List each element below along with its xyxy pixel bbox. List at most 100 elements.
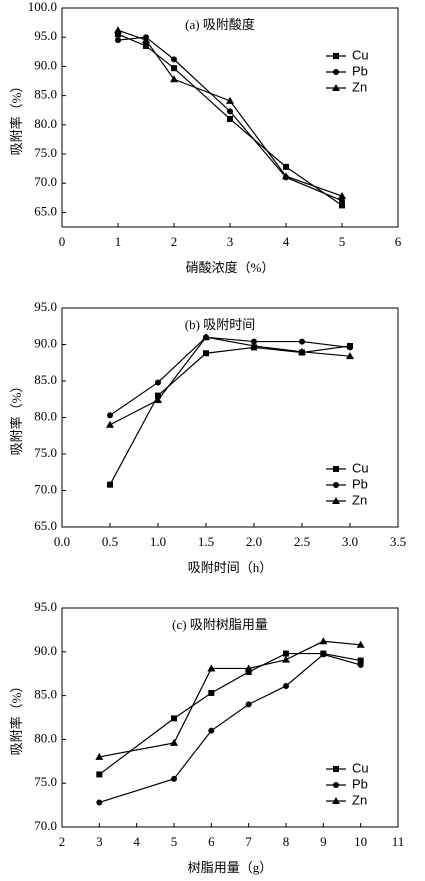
marker bbox=[155, 392, 161, 399]
y-tick-label: 85.0 bbox=[34, 372, 57, 387]
x-tick-label: 2 bbox=[59, 834, 66, 849]
x-tick-label: 0.0 bbox=[54, 534, 70, 549]
y-tick-label: 75.0 bbox=[34, 774, 57, 789]
series-line bbox=[99, 640, 361, 758]
marker bbox=[319, 637, 328, 645]
legend-label: Pb bbox=[352, 63, 368, 78]
marker bbox=[96, 799, 103, 806]
y-tick-label: 65.0 bbox=[34, 518, 57, 533]
marker bbox=[114, 26, 122, 34]
marker bbox=[96, 771, 103, 778]
y-tick-label: 90.0 bbox=[34, 335, 57, 350]
marker bbox=[95, 752, 104, 760]
x-tick-label: 11 bbox=[392, 834, 405, 849]
marker bbox=[298, 347, 306, 355]
y-tick-label: 95.0 bbox=[34, 28, 57, 43]
y-axis-label: 吸附率（%） bbox=[9, 680, 24, 756]
y-tick-label: 90.0 bbox=[34, 643, 57, 658]
marker bbox=[170, 75, 178, 83]
marker bbox=[171, 65, 177, 72]
x-axis-label: 树脂用量（g） bbox=[188, 860, 273, 875]
legend-label: Zn bbox=[352, 79, 367, 94]
marker bbox=[171, 775, 177, 782]
x-tick-label: 2.5 bbox=[294, 534, 310, 549]
marker bbox=[283, 682, 289, 689]
y-tick-label: 70.0 bbox=[34, 818, 57, 833]
x-axis-label: 吸附时间（h） bbox=[188, 560, 273, 575]
marker bbox=[299, 338, 305, 345]
x-tick-label: 5 bbox=[339, 234, 346, 249]
chart: 65.0 70.0 75.0 80.0 85.0 90.0 95.0 0.0 0.5 1.0 1.5… bbox=[9, 299, 406, 575]
marker bbox=[143, 42, 149, 49]
x-tick-label: 8 bbox=[283, 834, 290, 849]
legend-label: Zn bbox=[352, 792, 367, 807]
marker bbox=[347, 344, 353, 351]
marker bbox=[107, 481, 113, 488]
marker bbox=[244, 664, 253, 672]
series-line bbox=[117, 33, 343, 206]
marker bbox=[346, 352, 354, 360]
y-axis-label: 吸附率（%） bbox=[9, 80, 24, 156]
y-tick-label: 95.0 bbox=[34, 599, 57, 614]
y-tick-label: 90.0 bbox=[34, 57, 57, 72]
marker bbox=[357, 661, 364, 668]
marker bbox=[227, 115, 233, 122]
y-axis-label: 吸附率（%） bbox=[9, 380, 24, 456]
y-tick-label: 100.0 bbox=[28, 0, 57, 14]
marker bbox=[338, 192, 346, 200]
marker bbox=[245, 701, 252, 708]
legend-marker bbox=[333, 69, 339, 75]
marker bbox=[171, 56, 177, 63]
marker bbox=[170, 738, 178, 746]
marker bbox=[339, 202, 345, 209]
marker bbox=[207, 664, 216, 672]
x-tick-label: 2.0 bbox=[246, 534, 262, 549]
marker bbox=[106, 420, 114, 428]
legend-marker bbox=[333, 466, 339, 472]
marker bbox=[356, 640, 365, 648]
marker bbox=[282, 172, 290, 180]
marker bbox=[115, 31, 121, 38]
y-tick-label: 95.0 bbox=[34, 299, 57, 314]
marker bbox=[171, 715, 177, 722]
chart: 65.0 70.0 75.0 80.0 85.0 90.0 95.0 100.0 0 1 2 3 4 5 6… bbox=[9, 0, 402, 275]
legend-label: Cu bbox=[352, 47, 369, 62]
plot-frame bbox=[61, 607, 399, 828]
x-axis-label: 硝酸浓度（%） bbox=[186, 260, 275, 275]
x-tick-label: 3 bbox=[96, 834, 103, 849]
series-line bbox=[117, 29, 343, 197]
marker bbox=[282, 655, 290, 663]
marker bbox=[208, 727, 215, 734]
x-tick-label: 5 bbox=[171, 834, 178, 849]
legend-marker bbox=[332, 797, 340, 804]
y-tick-label: 85.0 bbox=[34, 687, 57, 702]
marker bbox=[320, 651, 327, 658]
legend-marker bbox=[333, 782, 339, 788]
marker bbox=[226, 96, 234, 104]
marker bbox=[202, 333, 210, 341]
x-tick-label: 4 bbox=[133, 834, 140, 849]
y-tick-label: 85.0 bbox=[34, 87, 57, 102]
series-line bbox=[98, 652, 361, 775]
marker bbox=[115, 37, 121, 44]
y-tick-label: 80.0 bbox=[34, 116, 57, 131]
marker bbox=[203, 350, 209, 357]
x-tick-label: 7 bbox=[245, 834, 252, 849]
chart: 70.0 75.0 80.0 85.0 90.0 95.0 2 3 4 5 6 7 8 9 10 11 (c) … bbox=[9, 599, 404, 875]
chart-title: (b) 吸附时间 bbox=[185, 317, 255, 332]
x-tick-label: 9 bbox=[320, 834, 327, 849]
chart-title: (c) 吸附树脂用量 bbox=[172, 617, 268, 632]
legend-label: Pb bbox=[352, 476, 368, 491]
legend-label: Cu bbox=[352, 460, 369, 475]
x-tick-label: 3 bbox=[227, 234, 234, 249]
x-tick-label: 3.0 bbox=[342, 534, 358, 549]
y-tick-label: 80.0 bbox=[34, 730, 57, 745]
marker bbox=[250, 341, 258, 349]
x-tick-label: 4 bbox=[283, 234, 290, 249]
legend-marker bbox=[333, 53, 339, 59]
y-tick-label: 65.0 bbox=[34, 203, 57, 218]
series-line bbox=[109, 336, 351, 426]
legend-label: Zn bbox=[352, 492, 367, 507]
